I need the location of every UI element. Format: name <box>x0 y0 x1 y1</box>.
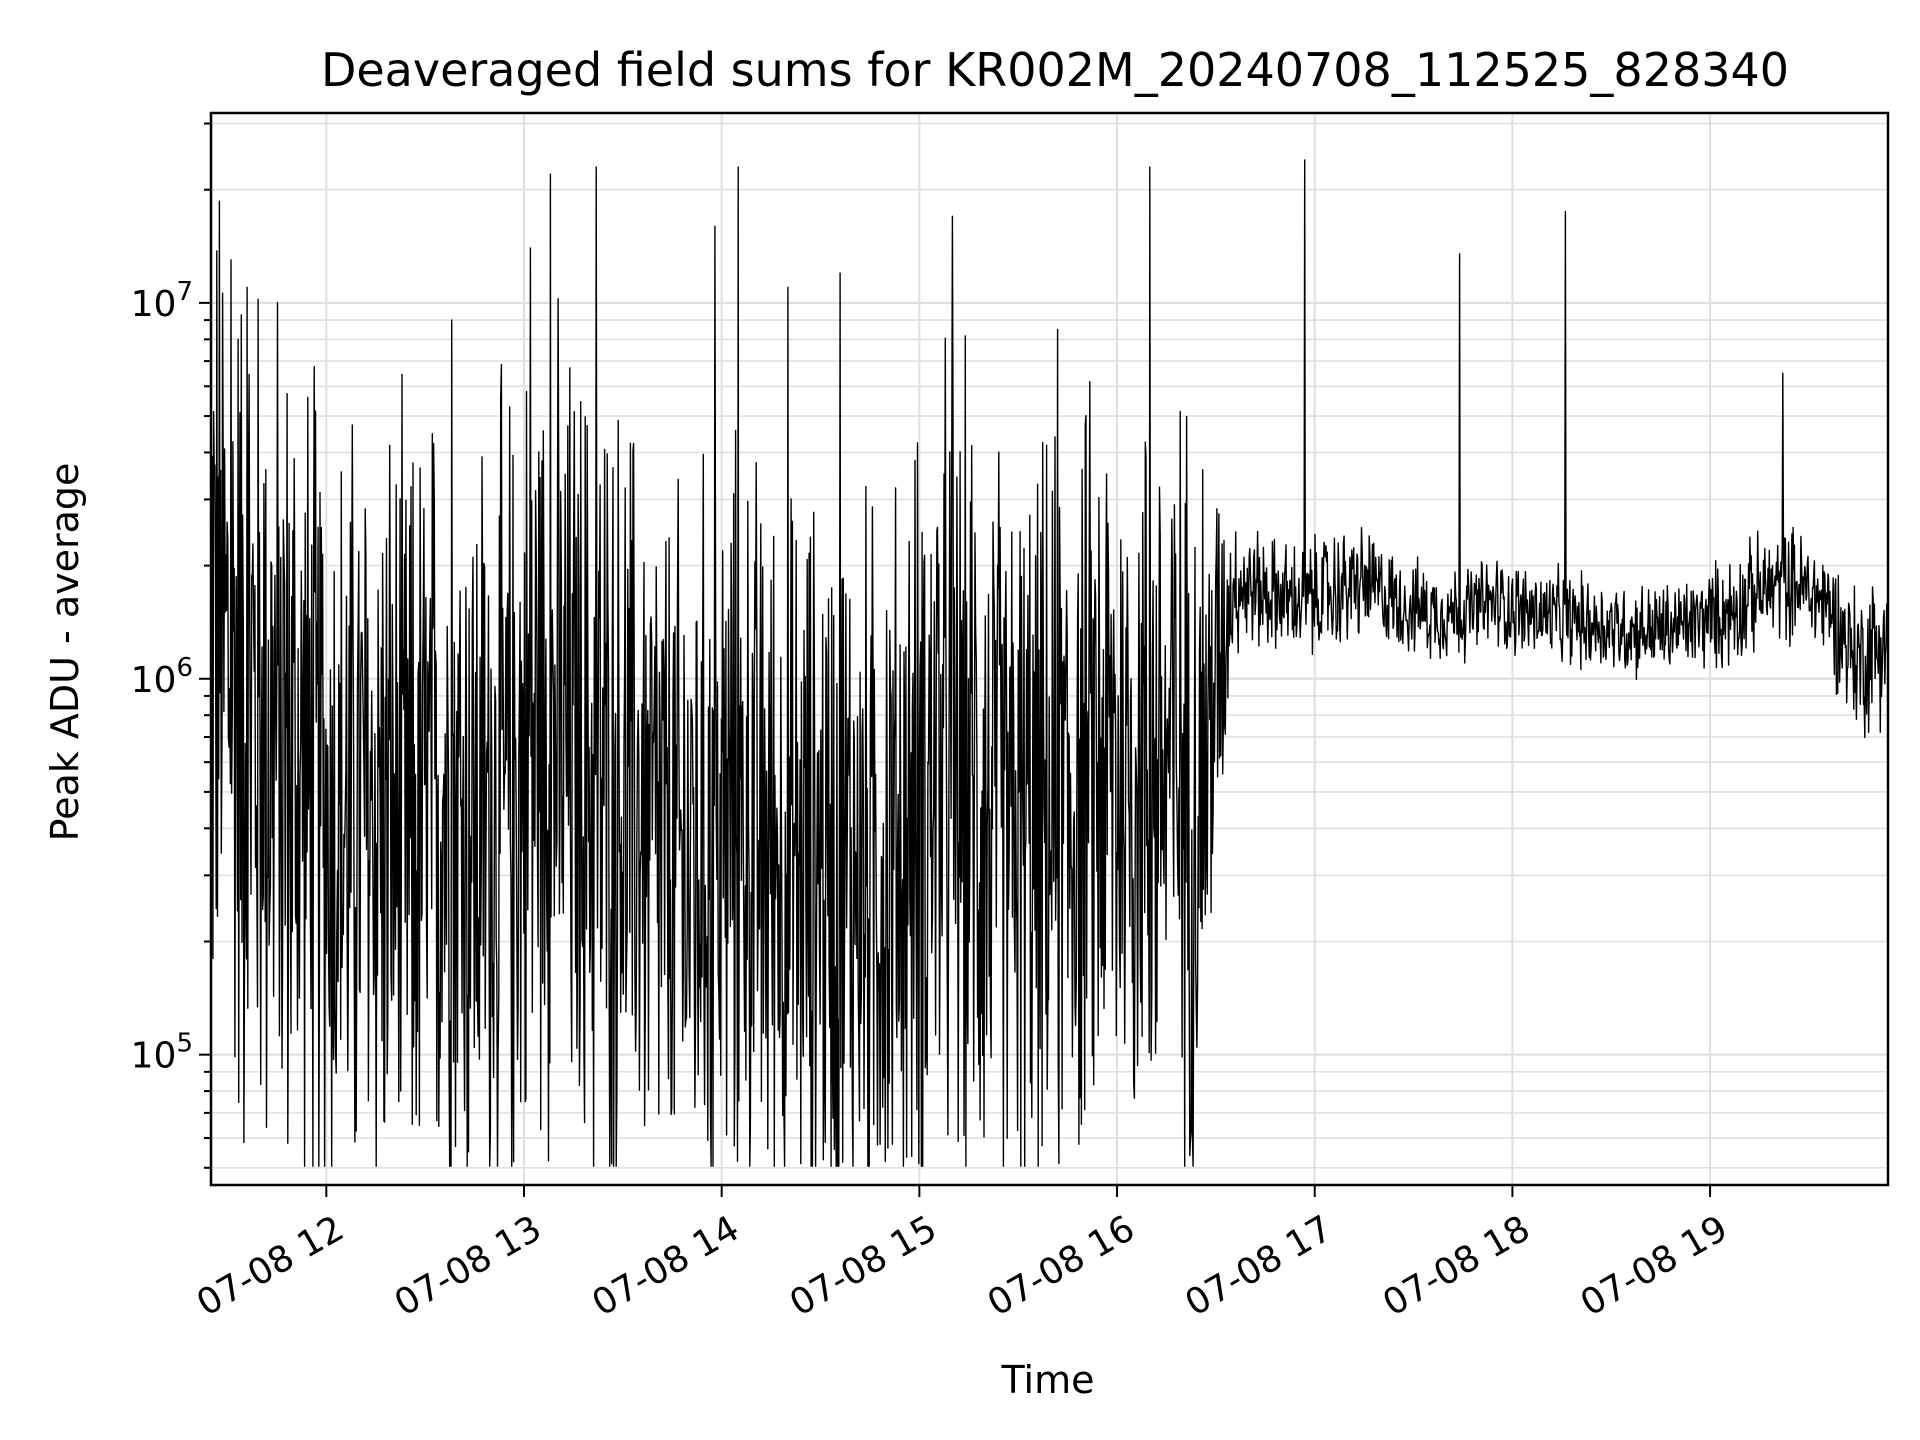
y-tick-label: 107 <box>131 277 193 325</box>
y-axis-label: Peak ADU - average <box>43 463 87 842</box>
series-line <box>210 159 1889 1167</box>
x-axis: 07-08 12 07-08 13 07-08 14 07-08 15 07-08 16… <box>190 1185 1735 1325</box>
y-tick-label: 105 <box>131 1029 193 1077</box>
y-axis: 105 106 107 <box>131 122 211 1169</box>
x-tick-label: 07-08 15 <box>783 1208 944 1324</box>
x-tick-label: 07-08 12 <box>190 1208 351 1324</box>
x-axis-label: Time <box>1001 1358 1095 1402</box>
x-tick-label: 07-08 13 <box>388 1208 549 1324</box>
plot-frame <box>209 111 1890 1187</box>
x-tick-label: 07-08 17 <box>1179 1208 1340 1324</box>
y-tick-label: 106 <box>131 653 193 701</box>
x-tick-label: 07-08 14 <box>586 1208 747 1324</box>
chart-title: Deaveraged field sums for KR002M_2024070… <box>321 43 1789 97</box>
x-tick-label: 07-08 18 <box>1376 1208 1537 1324</box>
series-path <box>210 159 1889 1167</box>
x-tick-label: 07-08 16 <box>981 1208 1142 1324</box>
x-tick-label: 07-08 19 <box>1574 1208 1735 1324</box>
